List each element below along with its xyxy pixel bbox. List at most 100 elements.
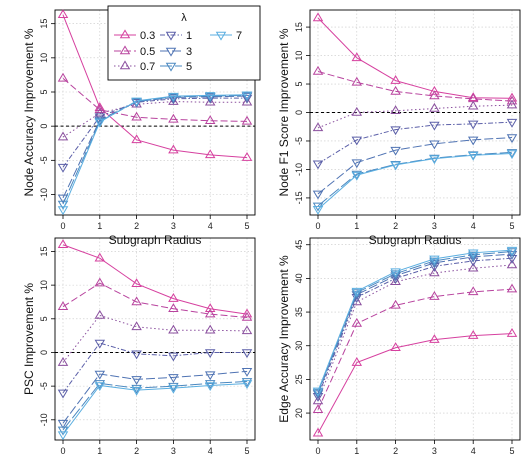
y-tick-label: 15	[39, 19, 49, 29]
data-point-0.5	[94, 104, 106, 114]
data-point-1	[312, 160, 324, 170]
x-axis-label: Subgraph Radius	[109, 233, 202, 247]
data-point-0.3	[94, 102, 106, 111]
data-point-3	[390, 272, 401, 282]
series-line-0.7	[62, 314, 248, 363]
series-line-3	[62, 95, 248, 199]
y-tick-label: 25	[294, 374, 304, 384]
y-tick-label: 10	[294, 51, 304, 61]
data-point-7	[168, 384, 179, 394]
data-point-0.5	[506, 283, 518, 293]
data-point-1	[429, 121, 440, 131]
data-point-0.7	[390, 276, 401, 286]
y-tick-label: -15	[294, 191, 304, 204]
data-point-0.5	[57, 301, 69, 310]
series-line-1	[317, 257, 513, 397]
series-line-3	[62, 370, 248, 424]
data-point-3	[467, 136, 479, 146]
y-tick-label: -5	[294, 137, 304, 145]
data-point-0.3	[168, 293, 179, 302]
data-point-3	[168, 374, 179, 383]
legend-marker-5	[165, 62, 177, 72]
x-tick-label: 0	[60, 221, 65, 231]
y-axis-label: Edge Accuracy Improvement %	[277, 255, 291, 423]
plot-frame	[309, 237, 521, 441]
y-tick-label: 10	[39, 280, 49, 290]
legend-label-0.5: 0.5	[140, 46, 155, 58]
data-point-7	[506, 246, 518, 256]
data-point-0.3	[204, 149, 216, 159]
data-point-1	[57, 389, 69, 399]
data-point-0.3	[506, 328, 518, 337]
data-point-0.5	[241, 311, 253, 321]
data-point-5	[131, 384, 142, 394]
x-tick-label: 5	[244, 446, 249, 456]
data-point-0.7	[241, 96, 253, 106]
data-point-5	[467, 251, 479, 261]
series-line-7	[317, 249, 513, 392]
data-point-7	[312, 206, 324, 215]
y-tick-label: 35	[294, 307, 304, 317]
series-line-5	[62, 380, 248, 431]
data-point-0.5	[168, 303, 179, 312]
data-point-3	[312, 190, 324, 200]
data-point-3	[94, 370, 106, 380]
data-point-0.5	[429, 90, 440, 100]
data-point-0.3	[429, 334, 440, 343]
series-line-7	[62, 94, 248, 210]
data-point-0.3	[390, 342, 401, 352]
data-point-0.7	[94, 107, 106, 117]
series-line-5	[317, 250, 513, 393]
data-point-0.5	[168, 113, 179, 123]
series-line-5	[62, 94, 248, 205]
data-point-0.3	[241, 308, 253, 318]
y-tick-label: -10	[39, 188, 49, 201]
data-point-3	[57, 419, 69, 429]
data-point-0.7	[312, 122, 324, 132]
data-point-0.3	[57, 9, 69, 19]
legend-label-0.7: 0.7	[140, 61, 155, 73]
data-point-3	[429, 140, 440, 150]
legend-label-3: 3	[186, 46, 192, 58]
legend-box	[107, 5, 261, 81]
data-point-0.7	[94, 309, 106, 319]
series-line-0.5	[62, 77, 248, 122]
y-tick-label: 5	[294, 82, 304, 87]
y-axis-label: Node F1 Score Improvement %	[277, 28, 291, 196]
legend-label-5: 5	[186, 61, 192, 73]
data-point-0.5	[351, 317, 363, 327]
y-tick-label: 5	[39, 89, 49, 94]
data-point-0.5	[351, 76, 363, 86]
data-point-3	[429, 259, 440, 269]
data-point-3	[204, 371, 216, 381]
data-point-0.5	[312, 404, 324, 413]
data-point-5	[94, 380, 106, 390]
y-axis-label: PSC Improvement %	[22, 283, 36, 395]
x-tick-label: 0	[315, 446, 320, 456]
data-point-1	[506, 118, 518, 128]
y-tick-label: 0	[39, 124, 49, 129]
data-point-7	[429, 255, 440, 265]
y-tick-label: 30	[294, 341, 304, 351]
data-point-0.5	[467, 286, 479, 296]
data-point-3	[131, 376, 142, 385]
y-tick-label: 15	[294, 22, 304, 32]
x-tick-label: 1	[97, 221, 102, 231]
series-line-0.7	[62, 101, 247, 138]
data-point-5	[390, 270, 401, 280]
series-line-7	[317, 153, 513, 210]
data-point-0.3	[467, 330, 479, 339]
data-point-5	[312, 388, 324, 398]
data-point-0.7	[131, 321, 142, 331]
series-line-0.5	[62, 282, 248, 318]
data-point-3	[467, 253, 479, 263]
y-tick-label: -5	[39, 382, 49, 390]
data-point-5	[168, 382, 179, 392]
data-point-0.3	[429, 85, 440, 95]
x-tick-label: 4	[208, 221, 213, 231]
data-point-7	[312, 387, 324, 397]
legend-marker-3	[165, 47, 177, 57]
data-point-0.7	[241, 325, 253, 335]
data-point-7	[429, 155, 440, 165]
series-line-3	[317, 253, 513, 394]
